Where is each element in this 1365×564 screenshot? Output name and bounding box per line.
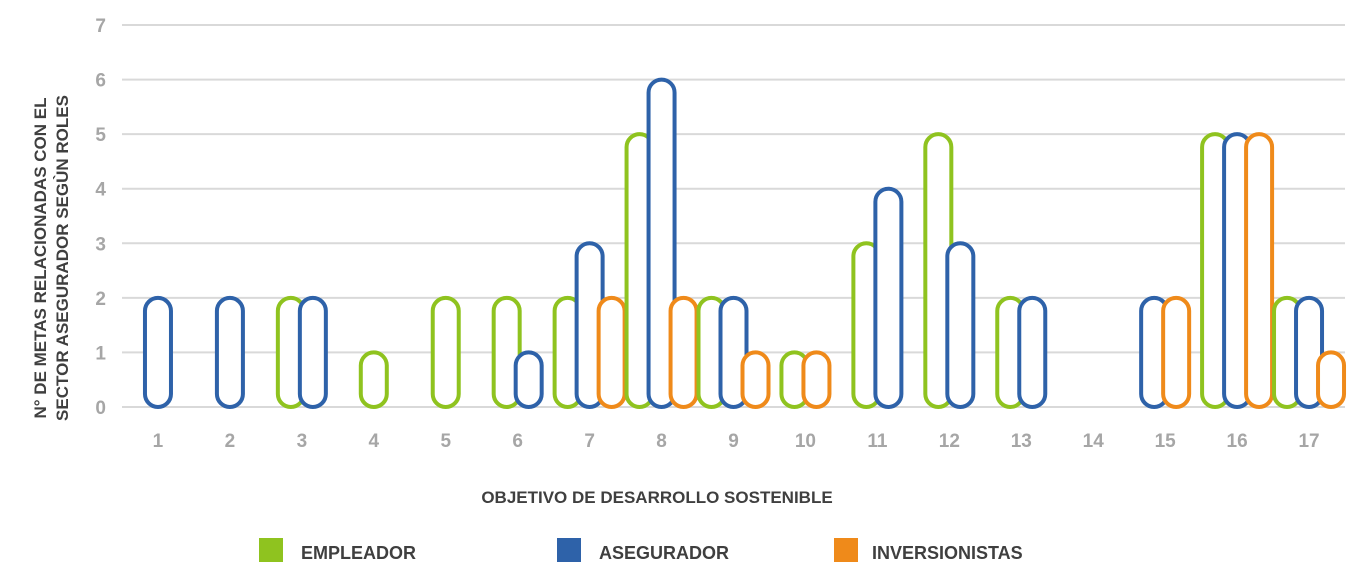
y-tick-label: 7	[95, 16, 106, 37]
bar-asegurador-3	[297, 295, 328, 410]
bar-inversionistas-7	[596, 295, 627, 410]
x-tick-label: 1	[153, 431, 164, 452]
x-tick-label: 6	[512, 431, 523, 452]
bar-empleador-5	[430, 295, 461, 410]
y-tick-label: 1	[95, 343, 106, 364]
y-axis-title-line-1: N° DE METAS RELACIONADAS CON EL	[31, 98, 50, 419]
bar-asegurador-9	[718, 295, 749, 410]
bar-asegurador-1	[142, 295, 173, 410]
x-tick-label: 15	[1155, 431, 1177, 452]
x-tick-label: 4	[369, 431, 380, 452]
x-tick-label: 8	[656, 431, 667, 452]
legend-swatch-asegurador	[557, 538, 581, 562]
bar-inversionistas-8	[668, 295, 699, 410]
bar-inversionistas-10	[801, 350, 832, 409]
x-tick-label: 7	[584, 431, 595, 452]
bar-inversionistas-9	[740, 350, 771, 409]
y-tick-labels: 0 1 2 3 4 5 6 7	[95, 16, 106, 419]
legend-swatch-empleador	[259, 538, 283, 562]
bar-asegurador-6	[513, 350, 544, 409]
legend-item-empleador: EMPLEADOR	[259, 538, 416, 563]
x-tick-label: 10	[795, 431, 816, 452]
x-tick-label: 14	[1083, 431, 1105, 452]
y-tick-label: 6	[95, 71, 106, 92]
x-tick-label: 2	[225, 431, 236, 452]
y-axis-title: N° DE METAS RELACIONADAS CON EL SECTOR A…	[31, 95, 72, 421]
y-tick-label: 0	[95, 398, 106, 419]
legend-label-inversionistas: INVERSIONISTAS	[872, 543, 1023, 563]
legend-item-inversionistas: INVERSIONISTAS	[834, 538, 1023, 563]
bar-inversionistas-15	[1161, 295, 1192, 410]
bar-empleador-6	[491, 295, 522, 410]
y-axis-title-line-2: SECTOR ASEGURADOR SEGÙN ROLES	[53, 95, 72, 421]
legend-swatch-inversionistas	[834, 538, 858, 562]
legend-item-asegurador: ASEGURADOR	[557, 538, 729, 563]
x-tick-label: 17	[1298, 431, 1319, 452]
legend: EMPLEADOR ASEGURADOR INVERSIONISTAS	[259, 538, 1023, 563]
x-tick-label: 9	[728, 431, 739, 452]
x-tick-label: 3	[297, 431, 308, 452]
bar-inversionistas-16	[1244, 132, 1275, 409]
bar-asegurador-17	[1294, 295, 1325, 410]
x-tick-labels: 1 2 3 4 5 6 7 8 9 10 11 12 13 14 15 16 17	[153, 431, 1320, 452]
x-tick-label: 16	[1227, 431, 1248, 452]
bar-asegurador-12	[945, 241, 976, 409]
bar-asegurador-13	[1017, 295, 1048, 410]
bar-asegurador-2	[214, 295, 245, 410]
x-tick-label: 13	[1011, 431, 1032, 452]
y-tick-label: 3	[95, 234, 106, 255]
y-tick-label: 5	[95, 125, 106, 146]
x-tick-label: 11	[867, 431, 888, 452]
bar-asegurador-8	[646, 77, 677, 409]
bar-asegurador-11	[873, 186, 904, 409]
y-tick-label: 4	[95, 180, 106, 201]
legend-label-asegurador: ASEGURADOR	[599, 543, 729, 563]
bars	[142, 77, 1347, 410]
x-axis-title: OBJETIVO DE DESARROLLO SOSTENIBLE	[481, 488, 832, 507]
bar-empleador-4	[358, 350, 389, 409]
bar-inversionistas-17	[1316, 350, 1347, 409]
y-tick-label: 2	[95, 289, 106, 310]
x-tick-label: 5	[440, 431, 451, 452]
x-tick-label: 12	[939, 431, 960, 452]
legend-label-empleador: EMPLEADOR	[301, 543, 416, 563]
